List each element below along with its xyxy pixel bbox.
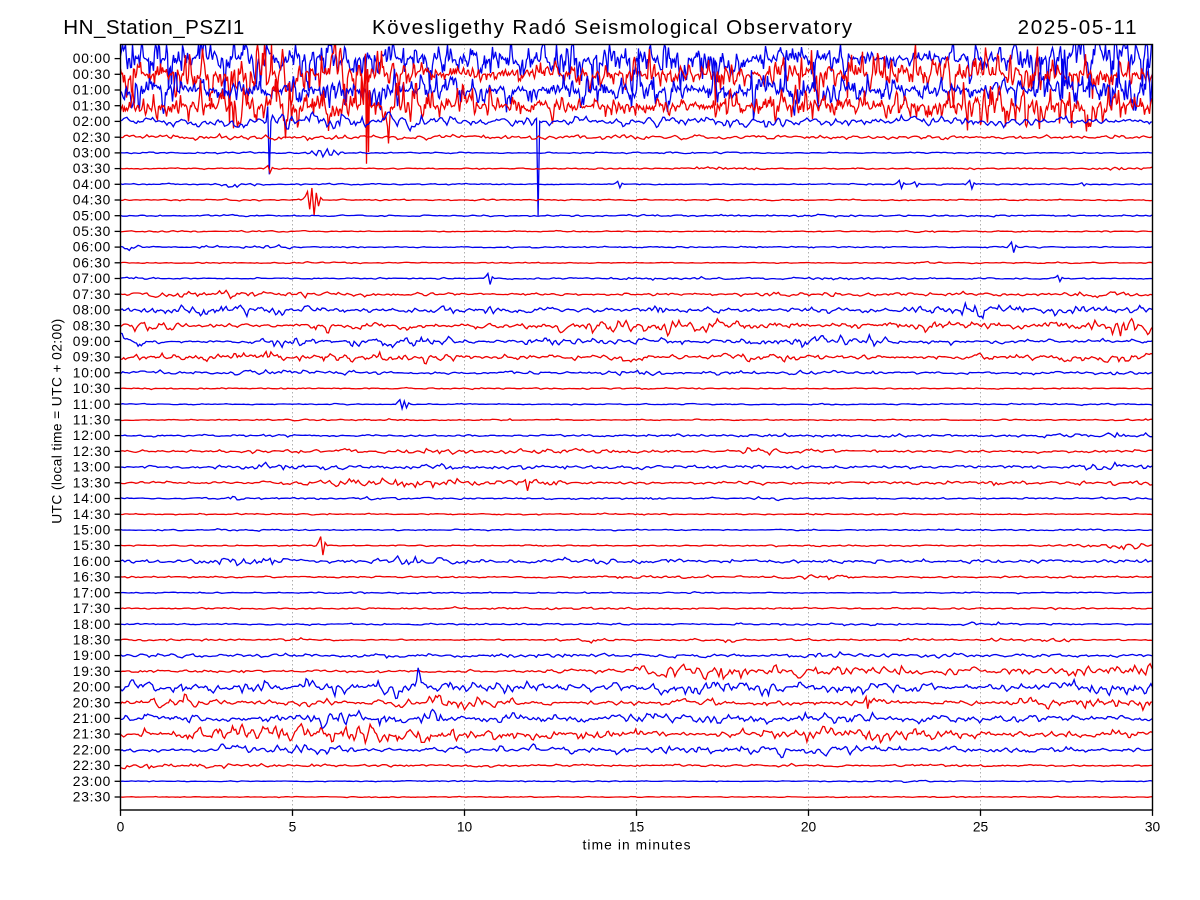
svg-text:time in minutes: time in minutes xyxy=(583,838,691,853)
svg-text:21:00: 21:00 xyxy=(73,711,111,726)
svg-text:13:30: 13:30 xyxy=(73,475,111,490)
svg-text:04:30: 04:30 xyxy=(73,193,111,208)
svg-text:10:00: 10:00 xyxy=(73,365,111,380)
svg-text:20: 20 xyxy=(801,820,817,835)
svg-text:00:00: 00:00 xyxy=(73,51,111,66)
svg-text:02:30: 02:30 xyxy=(73,130,111,145)
svg-text:30: 30 xyxy=(1145,820,1161,835)
svg-text:11:30: 11:30 xyxy=(73,413,111,428)
svg-text:09:30: 09:30 xyxy=(73,350,111,365)
svg-text:14:30: 14:30 xyxy=(73,507,111,522)
svg-text:07:00: 07:00 xyxy=(73,271,111,286)
svg-text:15: 15 xyxy=(629,820,645,835)
svg-text:05:30: 05:30 xyxy=(73,224,111,239)
svg-text:17:00: 17:00 xyxy=(73,585,111,600)
svg-text:02:00: 02:00 xyxy=(73,114,111,129)
svg-text:17:30: 17:30 xyxy=(73,601,111,616)
svg-text:13:00: 13:00 xyxy=(73,460,111,475)
svg-text:12:30: 12:30 xyxy=(73,444,111,459)
svg-text:19:00: 19:00 xyxy=(73,648,111,663)
svg-text:16:30: 16:30 xyxy=(73,570,111,585)
svg-text:03:30: 03:30 xyxy=(73,161,111,176)
svg-text:14:00: 14:00 xyxy=(73,491,111,506)
svg-text:25: 25 xyxy=(973,820,989,835)
svg-text:09:00: 09:00 xyxy=(73,334,111,349)
svg-text:HN_Station_PSZI1: HN_Station_PSZI1 xyxy=(63,16,244,39)
svg-text:16:00: 16:00 xyxy=(73,554,111,569)
svg-text:15:30: 15:30 xyxy=(73,538,111,553)
svg-text:06:30: 06:30 xyxy=(73,255,111,270)
svg-text:10: 10 xyxy=(457,820,473,835)
svg-text:19:30: 19:30 xyxy=(73,664,111,679)
svg-text:22:30: 22:30 xyxy=(73,758,111,773)
svg-text:23:00: 23:00 xyxy=(73,774,111,789)
svg-text:08:30: 08:30 xyxy=(73,318,111,333)
svg-text:15:00: 15:00 xyxy=(73,523,111,538)
svg-text:5: 5 xyxy=(289,820,297,835)
svg-text:03:00: 03:00 xyxy=(73,146,111,161)
svg-text:20:00: 20:00 xyxy=(73,680,111,695)
svg-text:01:30: 01:30 xyxy=(73,98,111,113)
svg-text:06:00: 06:00 xyxy=(73,240,111,255)
svg-text:00:30: 00:30 xyxy=(73,67,111,82)
svg-text:04:00: 04:00 xyxy=(73,177,111,192)
svg-text:18:30: 18:30 xyxy=(73,633,111,648)
svg-text:12:00: 12:00 xyxy=(73,428,111,443)
svg-text:08:00: 08:00 xyxy=(73,303,111,318)
svg-text:22:00: 22:00 xyxy=(73,742,111,757)
svg-text:11:00: 11:00 xyxy=(73,397,111,412)
svg-text:UTC (local time = UTC + 02:00): UTC (local time = UTC + 02:00) xyxy=(50,319,65,524)
svg-text:05:00: 05:00 xyxy=(73,208,111,223)
svg-text:0: 0 xyxy=(117,820,125,835)
svg-text:Kövesligethy Radó Seismologica: Kövesligethy Radó Seismological Observat… xyxy=(372,16,853,39)
svg-text:18:00: 18:00 xyxy=(73,617,111,632)
svg-text:23:30: 23:30 xyxy=(73,790,111,805)
svg-text:20:30: 20:30 xyxy=(73,695,111,710)
svg-text:21:30: 21:30 xyxy=(73,727,111,742)
svg-text:10:30: 10:30 xyxy=(73,381,111,396)
svg-text:07:30: 07:30 xyxy=(73,287,111,302)
svg-text:01:00: 01:00 xyxy=(73,83,111,98)
